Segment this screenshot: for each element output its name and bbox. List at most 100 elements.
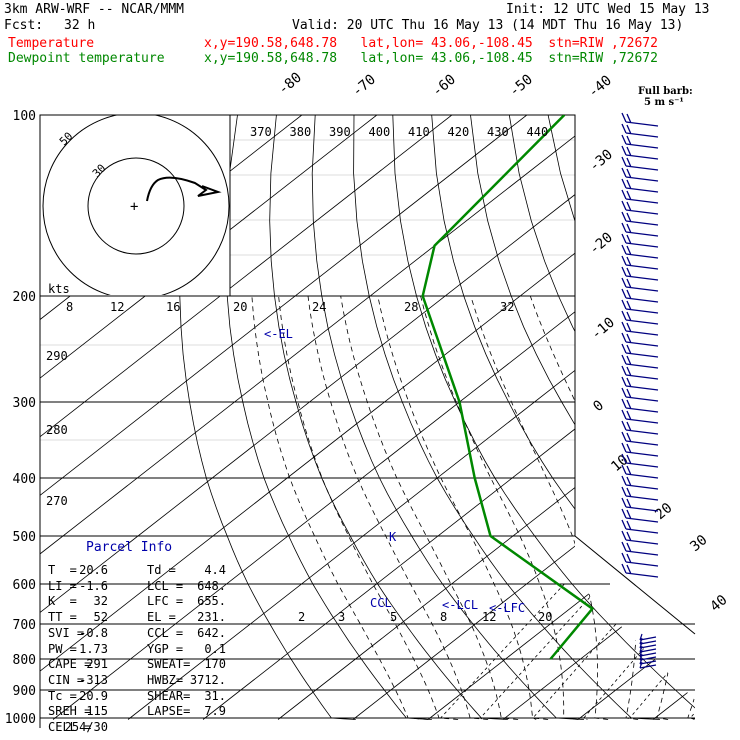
temperature-location: x,y=190.58,648.78 lat,lon= 43.06,-108.45… — [204, 36, 658, 51]
dry-adiabat — [703, 115, 740, 720]
hodograph-box — [39, 114, 231, 297]
theta-label: 390 — [329, 125, 351, 139]
wind-barb — [621, 552, 659, 567]
wind-barb — [639, 645, 657, 653]
isotherm-label: 30 — [687, 532, 710, 555]
wind-barb — [621, 497, 659, 512]
wind-barb — [621, 486, 659, 501]
mixing-ratio-line — [532, 583, 652, 720]
wind-barb — [621, 310, 659, 325]
dry-adiabat — [353, 115, 661, 720]
parcel-value: 642. — [197, 625, 226, 640]
parcel-key: LI = — [48, 578, 77, 593]
forecast-label: Fcst: — [4, 18, 44, 33]
lfc-marker: <-LFC — [489, 601, 525, 615]
isotherm-label: -30 — [586, 147, 616, 176]
dewpoint-legend: Dewpoint temperature — [8, 51, 165, 66]
parcel-key: LAPSE= — [147, 704, 191, 719]
dry-adiabat — [664, 115, 695, 720]
wind-barb — [621, 288, 659, 303]
wind-barb — [621, 123, 659, 138]
valid-time: Valid: 20 UTC Thu 16 May 13 (14 MDT Thu … — [292, 18, 684, 33]
parcel-value: 0.1 — [204, 641, 226, 656]
dry-adiabat — [586, 115, 695, 720]
hodograph-axis-label: 20 — [233, 300, 247, 314]
parcel-value: 7.9 — [204, 704, 226, 719]
lcl-marker: <-LCL — [442, 598, 478, 612]
wind-barb — [639, 649, 657, 657]
isotherm-label: -70 — [349, 72, 379, 101]
sounding-series — [421, 115, 695, 660]
isotherm — [40, 115, 528, 720]
parcel-key: SVI = — [48, 625, 85, 640]
parcel-key: Tc = — [48, 688, 77, 703]
isotherm — [40, 115, 678, 720]
isotherm — [728, 115, 740, 720]
wind-barb — [621, 354, 659, 369]
parcel-key: K = — [48, 594, 77, 609]
wind-barb — [621, 508, 659, 523]
theta-low-label: 290 — [46, 349, 68, 363]
pressure-label: 300 — [13, 396, 36, 411]
wind-barb — [621, 563, 659, 578]
wind-barb — [621, 387, 659, 402]
theta-label: 440 — [527, 125, 549, 139]
isotherm — [40, 115, 603, 720]
parcel-value: 1.73 — [79, 641, 108, 656]
wind-barb — [621, 420, 659, 435]
parcel-value: 52 — [93, 610, 108, 625]
wind-barb — [639, 653, 657, 661]
wind-barb — [621, 442, 659, 457]
wind-barb — [621, 541, 659, 556]
dry-adiabat — [269, 115, 508, 720]
isotherm — [277, 115, 695, 720]
parcel-key: HWBZ= — [147, 672, 184, 687]
moist-adiabat — [278, 295, 459, 720]
isotherm — [352, 115, 695, 720]
hodograph-axis-label: 32 — [500, 300, 514, 314]
parcel-value: 3712. — [189, 672, 226, 687]
pressure-label: 900 — [13, 684, 36, 699]
mixing-ratio-label: 3 — [338, 610, 345, 624]
theta-label: 400 — [369, 125, 391, 139]
wind-barb — [621, 343, 659, 358]
wind-barb — [621, 233, 659, 248]
wind-barb — [621, 277, 659, 292]
parcel-value: 31. — [204, 688, 226, 703]
parcel-key: Td = — [147, 563, 176, 577]
parcel-key: EL = — [147, 610, 176, 625]
wind-barb — [621, 167, 659, 182]
dry-adiabat — [392, 115, 695, 720]
parcel-info-title: Parcel Info — [86, 540, 173, 555]
wind-barb — [621, 255, 659, 270]
parcel-key: YGP = — [147, 641, 184, 656]
hodograph-ring — [87, 157, 185, 255]
dewpoint-line — [421, 115, 594, 660]
model-title: 3km ARW-WRF -- NCAR/MMM — [4, 2, 185, 17]
hodograph-trace — [146, 176, 222, 202]
wind-barb — [621, 222, 659, 237]
wind-barb — [639, 637, 657, 645]
barb-units: 5 m s⁻¹ — [644, 97, 684, 108]
parcel-key: T = — [48, 563, 77, 577]
isotherm — [52, 115, 695, 720]
pressure-label: 600 — [13, 578, 36, 593]
wind-barb — [621, 266, 659, 281]
hodograph-axis-label: kts — [48, 282, 70, 296]
parcel-key: CELL = — [48, 720, 92, 734]
parcel-key: TT = — [48, 610, 77, 625]
theta-low-label: 270 — [46, 494, 68, 508]
temperature-line — [586, 115, 695, 660]
pressure-label: 200 — [13, 290, 36, 305]
isotherm-label: -20 — [586, 230, 616, 259]
wind-barb — [621, 332, 659, 347]
dry-adiabat — [311, 115, 585, 720]
isotherm-label: 20 — [652, 500, 675, 523]
pressure-label: 500 — [13, 530, 36, 545]
moist-adiabat — [307, 295, 489, 720]
hodograph-axis-label: 12 — [110, 300, 124, 314]
wind-barb — [621, 178, 659, 193]
barb-title: Full barb: — [638, 86, 693, 97]
